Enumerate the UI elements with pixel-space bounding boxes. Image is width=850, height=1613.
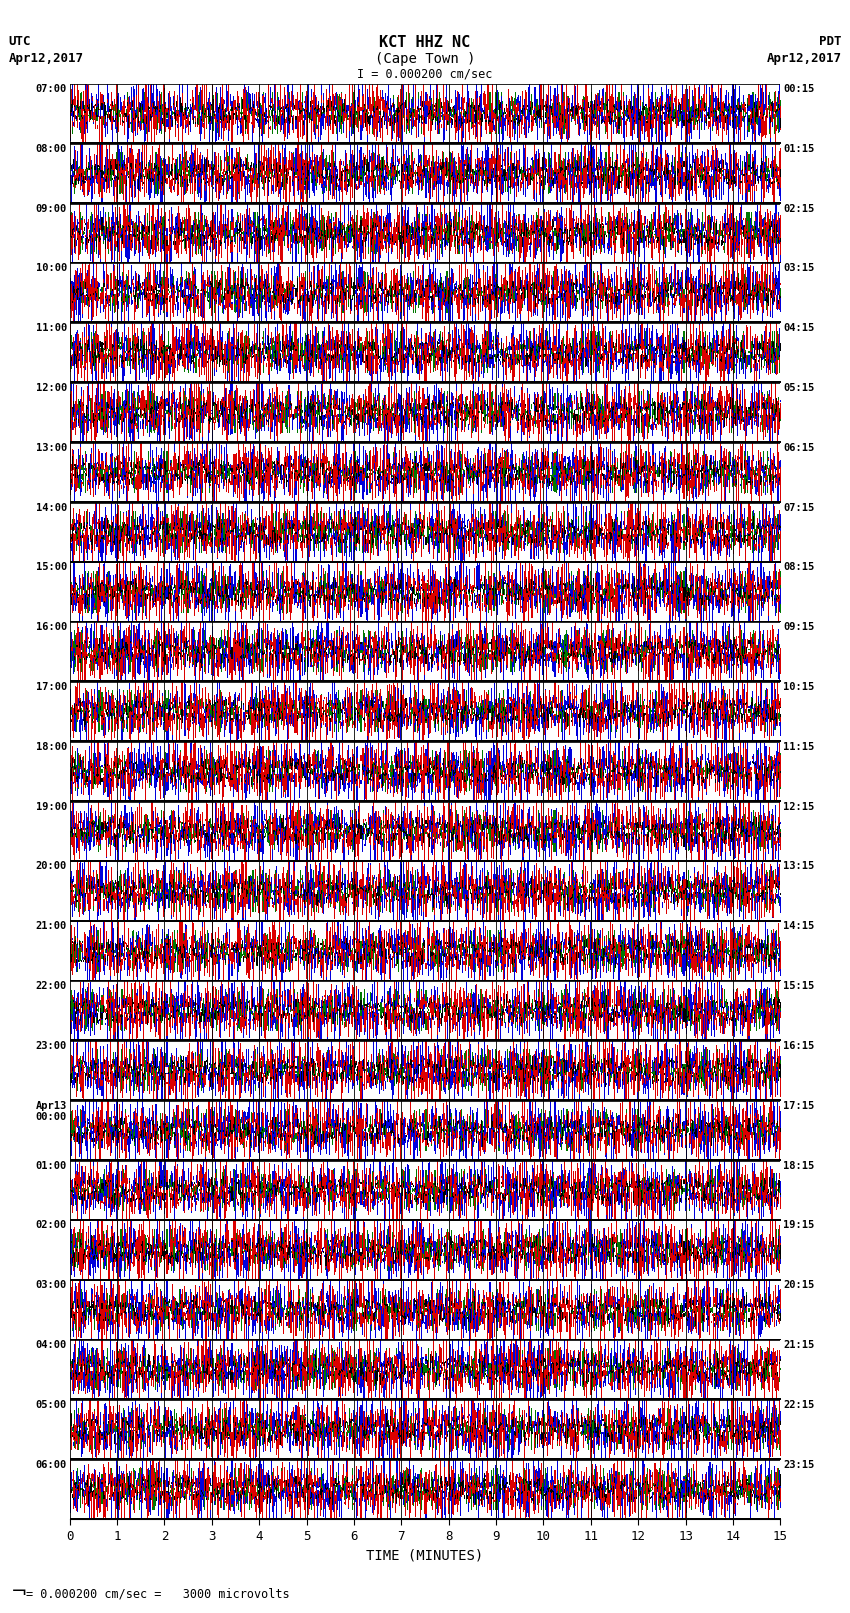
Text: PDT: PDT (819, 35, 842, 48)
Text: 16:00: 16:00 (36, 623, 67, 632)
Text: 23:00: 23:00 (36, 1040, 67, 1052)
Text: 06:15: 06:15 (783, 442, 814, 453)
Text: 08:15: 08:15 (783, 563, 814, 573)
Text: 18:15: 18:15 (783, 1161, 814, 1171)
Text: 17:15: 17:15 (783, 1100, 814, 1111)
Text: 01:15: 01:15 (783, 144, 814, 153)
Text: 21:00: 21:00 (36, 921, 67, 931)
Text: 14:00: 14:00 (36, 503, 67, 513)
Text: KCT HHZ NC: KCT HHZ NC (379, 35, 471, 50)
Text: 11:00: 11:00 (36, 323, 67, 334)
Text: 19:15: 19:15 (783, 1221, 814, 1231)
Text: UTC: UTC (8, 35, 31, 48)
Text: 02:15: 02:15 (783, 203, 814, 213)
Text: 05:00: 05:00 (36, 1400, 67, 1410)
Text: 06:00: 06:00 (36, 1460, 67, 1469)
Text: Apr12,2017: Apr12,2017 (8, 52, 83, 65)
Text: 07:15: 07:15 (783, 503, 814, 513)
Text: 22:15: 22:15 (783, 1400, 814, 1410)
Text: 01:00: 01:00 (36, 1161, 67, 1171)
Text: 12:00: 12:00 (36, 382, 67, 394)
Text: 10:00: 10:00 (36, 263, 67, 273)
Text: 21:15: 21:15 (783, 1340, 814, 1350)
Text: 15:15: 15:15 (783, 981, 814, 990)
Text: 05:15: 05:15 (783, 382, 814, 394)
Text: 04:15: 04:15 (783, 323, 814, 334)
Text: 03:00: 03:00 (36, 1281, 67, 1290)
Text: 20:15: 20:15 (783, 1281, 814, 1290)
Text: 15:00: 15:00 (36, 563, 67, 573)
Text: Apr13
00:00: Apr13 00:00 (36, 1100, 67, 1123)
Text: (Cape Town ): (Cape Town ) (375, 52, 475, 66)
Text: 22:00: 22:00 (36, 981, 67, 990)
Text: 08:00: 08:00 (36, 144, 67, 153)
Text: 11:15: 11:15 (783, 742, 814, 752)
Text: 07:00: 07:00 (36, 84, 67, 94)
Text: 23:15: 23:15 (783, 1460, 814, 1469)
Text: 09:15: 09:15 (783, 623, 814, 632)
Text: 09:00: 09:00 (36, 203, 67, 213)
Text: 00:15: 00:15 (783, 84, 814, 94)
Text: 13:15: 13:15 (783, 861, 814, 871)
Text: 10:15: 10:15 (783, 682, 814, 692)
Text: Apr12,2017: Apr12,2017 (767, 52, 842, 65)
Text: 12:15: 12:15 (783, 802, 814, 811)
Text: $\neg$: $\neg$ (10, 1581, 26, 1600)
Text: 17:00: 17:00 (36, 682, 67, 692)
Text: I = 0.000200 cm/sec: I = 0.000200 cm/sec (357, 68, 493, 81)
Text: 18:00: 18:00 (36, 742, 67, 752)
Text: 20:00: 20:00 (36, 861, 67, 871)
Text: = 0.000200 cm/sec =   3000 microvolts: = 0.000200 cm/sec = 3000 microvolts (26, 1587, 289, 1600)
Text: 19:00: 19:00 (36, 802, 67, 811)
X-axis label: TIME (MINUTES): TIME (MINUTES) (366, 1548, 484, 1563)
Text: 03:15: 03:15 (783, 263, 814, 273)
Text: 02:00: 02:00 (36, 1221, 67, 1231)
Text: 04:00: 04:00 (36, 1340, 67, 1350)
Text: 13:00: 13:00 (36, 442, 67, 453)
Text: 14:15: 14:15 (783, 921, 814, 931)
Text: 16:15: 16:15 (783, 1040, 814, 1052)
